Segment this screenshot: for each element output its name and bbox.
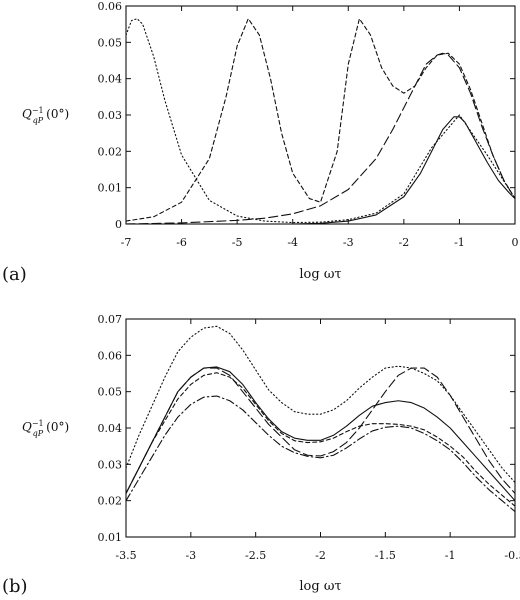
x-tick-label: -3 [343, 236, 354, 249]
series-group [126, 325, 515, 513]
y-tick-label: 0.07 [98, 313, 123, 326]
series-line-short-dashed [126, 372, 515, 507]
y-axis-label: Q−1 qP (0°) [22, 419, 69, 438]
y-tick-label: 0.03 [98, 109, 123, 122]
y-tick-label: 0.02 [98, 495, 123, 508]
series-line-short-dashed [126, 18, 515, 222]
x-tick-label: -3 [185, 549, 196, 562]
series-line-dotted [126, 325, 515, 484]
panel-label: (a) [2, 264, 27, 285]
x-tick-label: -1 [454, 236, 465, 249]
y-tick-label: 0.06 [98, 0, 123, 13]
y-tick-label: 0.05 [98, 386, 123, 399]
x-tick-label: 0 [512, 236, 519, 249]
series-line-dotted [126, 18, 515, 224]
y-tick-label: 0.03 [98, 458, 123, 471]
panel-a: -7 -6 -5 -4 -3 -2 -1 0 0 0.01 0.02 0.03 0.04 0.05 0.06… [2, 0, 519, 285]
series-line-long-dashed [126, 52, 515, 224]
plot-frame [125, 318, 516, 538]
y-tick-label: 0.01 [98, 531, 123, 544]
x-tick-label: -0.5 [504, 549, 520, 562]
x-tick-label: -2.5 [245, 549, 266, 562]
x-tick-label: -5 [232, 236, 243, 249]
panel-b: -3.5 -3 -2.5 -2 -1.5 -1 -0.5 0.01 0.02 0.03 0.04 0.… [2, 313, 520, 597]
series-line-solid [126, 366, 515, 502]
y-tick-label: 0.02 [98, 145, 123, 158]
y-tick-label: 0 [115, 218, 122, 231]
panel-label: (b) [2, 576, 28, 597]
y-tick-label: 0.06 [98, 349, 123, 362]
plot-frame [125, 5, 516, 225]
x-axis-label: log ωτ [299, 579, 341, 594]
y-tick-label: 0.04 [98, 422, 123, 435]
x-tick-label: -4 [287, 236, 298, 249]
x-tick-label: -2 [315, 549, 326, 562]
series-line-solid [126, 116, 515, 224]
y-tick-label: 0.04 [98, 73, 123, 86]
y-tick-label: 0.01 [98, 182, 123, 195]
y-tick-label: 0.05 [98, 36, 123, 49]
series-line-long-dashed [126, 367, 515, 494]
x-tick-label: -7 [121, 236, 132, 249]
x-tick-label: -6 [176, 236, 187, 249]
x-tick-label: -1 [445, 549, 456, 562]
y-axis-label: Q−1 qP (0°) [22, 106, 69, 125]
x-tick-label: -3.5 [115, 549, 136, 562]
x-tick-label: -1.5 [375, 549, 396, 562]
x-tick-label: -2 [398, 236, 409, 249]
series-group [126, 18, 515, 224]
series-line-dash-dot [126, 395, 515, 513]
x-axis-label: log ωτ [299, 267, 341, 282]
